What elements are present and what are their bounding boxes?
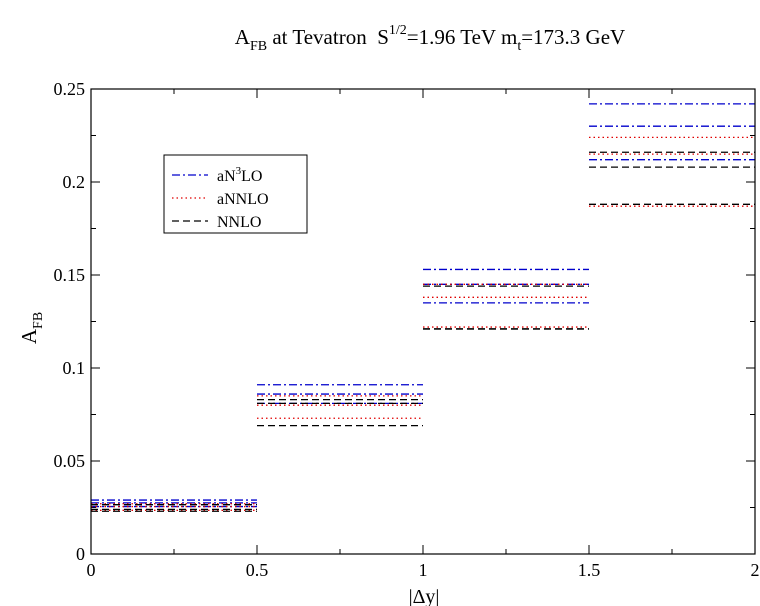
legend-item-annlo: aNNLO — [172, 191, 269, 208]
y-tick-label: 0.15 — [54, 265, 86, 285]
y-tick-label: 0.05 — [54, 451, 86, 471]
x-axis-ticks: 0 0.5 1 1.5 2 — [87, 89, 760, 580]
x-tick-label: 0 — [87, 560, 96, 580]
legend-label-an3lo: aN3LO — [217, 165, 262, 185]
plot-frame — [90, 88, 756, 555]
y-tick-label: 0.25 — [54, 79, 86, 99]
series-layer — [91, 103, 755, 512]
x-tick-label: 2 — [751, 560, 760, 580]
legend-item-nnlo: NNLO — [172, 214, 261, 231]
chart-title: AFB at Tevatron S1/2=1.96 TeV mt=173.3 G… — [235, 23, 625, 54]
x-tick-label: 1 — [419, 560, 428, 580]
y-axis-label: AFB — [17, 312, 46, 344]
x-axis-label: |Δy| — [409, 586, 440, 606]
legend-label-annlo: aNNLO — [217, 191, 269, 208]
x-tick-label: 0.5 — [246, 560, 269, 580]
y-axis-ticks: 0 0.05 0.1 0.15 0.2 0.25 — [54, 79, 755, 564]
x-tick-label: 1.5 — [578, 560, 601, 580]
plot-area: 0 0.05 0.1 0.15 0.2 0.25 0 0.5 1 1.5 2 — [54, 79, 760, 580]
legend-box — [163, 154, 308, 234]
y-tick-label: 0.2 — [63, 172, 86, 192]
legend-item-an3lo: aN3LO — [172, 165, 262, 185]
y-tick-label: 0.1 — [63, 358, 86, 378]
legend: aN3LO aNNLO NNLO — [163, 154, 308, 234]
y-tick-label: 0 — [76, 544, 85, 564]
legend-label-nnlo: NNLO — [217, 214, 261, 231]
series-1 — [91, 136, 755, 511]
series-2 — [91, 151, 755, 512]
